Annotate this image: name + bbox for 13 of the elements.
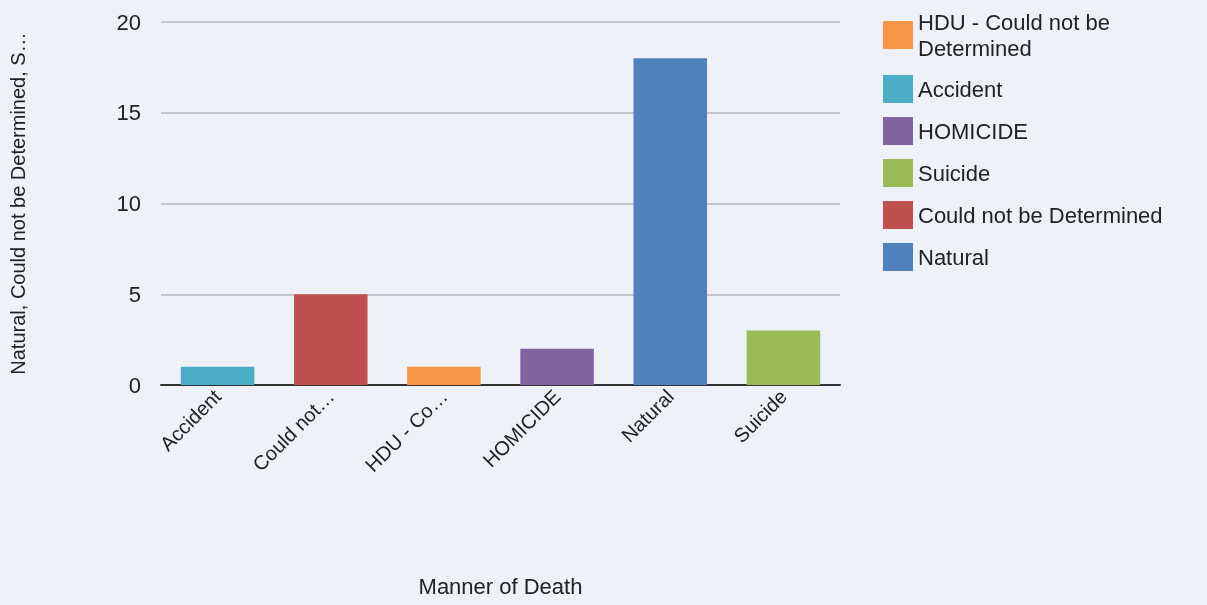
legend-label: Accident bbox=[918, 76, 1003, 102]
legend-label: Could not be Determined bbox=[918, 202, 1163, 228]
y-tick-label: 10 bbox=[116, 191, 141, 216]
y-tick-label: 15 bbox=[116, 100, 141, 126]
y-axis-title: Natural, Could not be Determined, S… bbox=[7, 32, 29, 375]
legend-label: Natural bbox=[918, 244, 989, 270]
legend-label: Suicide bbox=[918, 160, 991, 186]
legend-label: HOMICIDE bbox=[918, 118, 1028, 144]
legend-label: HDU - Could not be Determined bbox=[918, 9, 1117, 61]
y-tick-label: 0 bbox=[128, 372, 141, 398]
y-tick-label: 5 bbox=[128, 281, 141, 307]
y-tick-label: 20 bbox=[116, 9, 141, 35]
x-axis-title: Manner of Death bbox=[418, 573, 583, 599]
